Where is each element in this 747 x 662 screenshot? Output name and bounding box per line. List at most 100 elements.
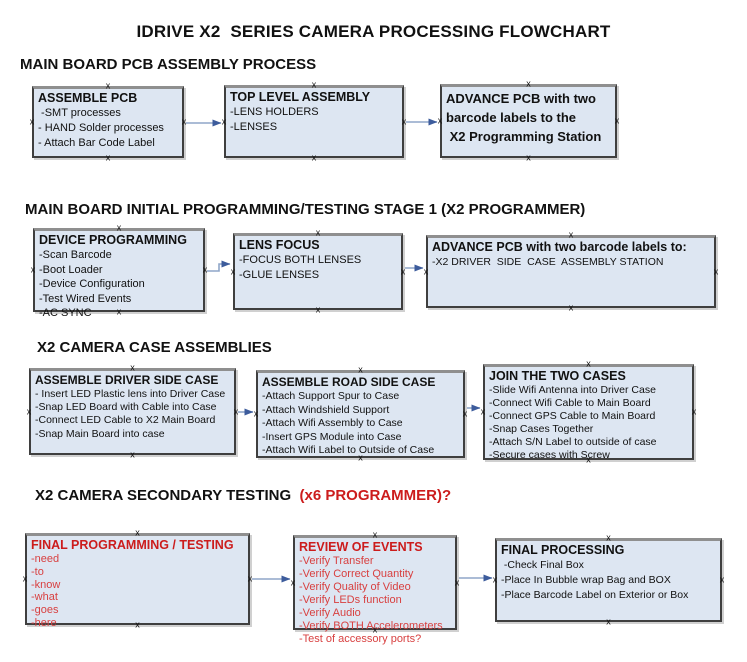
box-item: -Connect Wifi Cable to Main Board xyxy=(489,397,651,409)
connection-point-icon: x xyxy=(614,115,620,126)
connection-point-icon: x xyxy=(526,78,531,89)
connection-point-icon: x xyxy=(130,449,135,460)
box-item: -Device Configuration xyxy=(39,278,145,290)
connection-point-icon: x xyxy=(586,454,591,465)
box-title: ASSEMBLE PCB xyxy=(38,91,138,105)
connector-arrow xyxy=(207,260,231,272)
connection-point-icon: x xyxy=(105,80,111,91)
connection-point-icon: x xyxy=(247,573,253,584)
connection-point-icon: x xyxy=(606,616,611,627)
process-box-advance-pcb-with-two-barcode-labels-to: ADVANCE PCB with two barcode labels to: -… xyxy=(426,235,716,308)
box-item: -here xyxy=(31,616,57,629)
connection-point-icon: x xyxy=(358,452,363,463)
process-box-assemble-road-side-case: ASSEMBLE ROAD SIDE CASE -Attach Support S… xyxy=(256,370,465,458)
box-item: -goes xyxy=(31,604,59,617)
connection-point-icon: x xyxy=(29,116,35,127)
connection-point-icon: x xyxy=(372,624,378,635)
box-item: - Insert LED Plastic lens into Driver Ca… xyxy=(35,388,226,400)
box-title: REVIEW OF EVENTS xyxy=(299,540,423,554)
box-item: -Slide Wifi Antenna into Driver Case xyxy=(489,384,656,396)
box-title: ADVANCE PCB with two barcode labels to: xyxy=(432,240,687,254)
connection-point-icon: x xyxy=(315,304,321,315)
box-item: -Check Final Box xyxy=(501,559,584,571)
box-item: -need xyxy=(31,553,60,565)
box-item: - Attach Bar Code Label xyxy=(38,137,155,149)
box-title: LENS FOCUS xyxy=(239,238,320,252)
connection-point-icon: x xyxy=(358,364,363,375)
box-item: -Snap LED Board with Cable into Case xyxy=(35,401,217,414)
box-item: -GLUE LENSES xyxy=(239,269,320,281)
process-box-review-of-events: REVIEW OF EVENTS -Verify Transfer -Verify … xyxy=(293,535,457,645)
connection-point-icon: x xyxy=(230,266,236,276)
connection-point-icon: x xyxy=(181,116,187,127)
process-box-assemble-pcb: ASSEMBLE PCB -SMT processes - HAND Solder… xyxy=(32,86,184,158)
box-item: -Attach Wifi Assembly to Case xyxy=(262,417,403,429)
section-heading-1: MAIN BOARD PCB ASSEMBLY PROCESS xyxy=(20,56,316,73)
connection-point-icon: x xyxy=(526,152,531,163)
connection-point-icon: x xyxy=(202,264,208,275)
box-item: -FOCUS BOTH LENSES xyxy=(239,254,362,266)
connection-point-icon: x xyxy=(372,529,378,540)
connection-point-icon: x xyxy=(492,574,498,585)
box-item: -Scan Barcode xyxy=(39,249,112,261)
connection-point-icon: x xyxy=(568,229,574,240)
box-item: -what xyxy=(31,591,58,604)
box-item: -Snap Main Board into case xyxy=(35,427,165,440)
connection-point-icon: x xyxy=(221,116,227,126)
box-item: -LENS HOLDERS xyxy=(230,106,319,118)
box-item: -Verify BOTH Accelerometers xyxy=(299,620,443,632)
box-item: -to xyxy=(31,565,44,578)
process-box-final-processing: FINAL PROCESSING -Check Final Box -Place … xyxy=(495,538,722,622)
process-box-advance-pcb-with-two: ADVANCE PCB with two barcode labels to t… xyxy=(440,84,617,158)
connection-point-icon: x xyxy=(691,406,697,417)
box-item: -AC SYNC xyxy=(39,307,92,319)
section-heading-text: X2 CAMERA SECONDARY TESTING xyxy=(35,487,296,504)
connection-point-icon: x xyxy=(437,115,443,126)
box-item: -Snap Cases Together xyxy=(489,423,594,435)
connection-point-icon: x xyxy=(586,358,591,369)
section-heading-4: X2 CAMERA SECONDARY TESTING (x6 PROGRAMM… xyxy=(35,487,451,504)
connection-point-icon: x xyxy=(311,79,317,90)
box-item: -X2 DRIVER SIDE CASE ASSEMBLY STATION xyxy=(432,256,664,268)
box-title: ASSEMBLE ROAD SIDE CASE xyxy=(262,375,436,389)
box-item: -Verify LEDs function xyxy=(299,594,402,606)
box-item: -Boot Loader xyxy=(39,263,103,276)
process-box-assemble-driver-side-case: ASSEMBLE DRIVER SIDE CASE - Insert LED Pl… xyxy=(29,368,236,455)
box-item: -Verify Quality of Video xyxy=(299,581,411,593)
box-title: DEVICE PROGRAMMING xyxy=(39,233,187,247)
connection-point-icon: x xyxy=(719,574,725,585)
connection-point-icon: x xyxy=(462,408,468,419)
box-item: -Verify Transfer xyxy=(299,555,374,567)
connection-point-icon: x xyxy=(315,227,321,238)
section-heading-text: MAIN BOARD PCB ASSEMBLY PROCESS xyxy=(20,56,317,73)
box-item: -SMT processes xyxy=(38,107,121,119)
connection-point-icon: x xyxy=(135,619,140,630)
section-heading-3: X2 CAMERA CASE ASSEMBLIES xyxy=(37,339,272,356)
connection-point-icon: x xyxy=(116,222,122,233)
box-item: - HAND Solder processes xyxy=(38,122,164,134)
box-item: -Attach Wifi Label to Outside of Case xyxy=(262,444,435,456)
section-heading-2: MAIN BOARD INITIAL PROGRAMMING/TESTING S… xyxy=(25,201,585,218)
connection-point-icon: x xyxy=(480,406,486,417)
box-title: JOIN THE TWO CASES xyxy=(489,369,626,383)
box-title: TOP LEVEL ASSEMBLY xyxy=(230,90,371,104)
box-item: -Attach Support Spur to Case xyxy=(262,390,400,402)
box-item: -Insert GPS Module into Case xyxy=(262,430,402,443)
box-item: -know xyxy=(31,578,61,591)
connection-point-icon: x xyxy=(116,306,122,317)
box-item: -Test Wired Events xyxy=(39,292,132,305)
connection-point-icon: x xyxy=(311,152,317,163)
process-box-device-programming: DEVICE PROGRAMMING -Scan Barcode -Boot Loa… xyxy=(33,228,205,319)
box-item: -Place In Bubble wrap Bag and BOX xyxy=(501,574,671,586)
box-item: -Attach S/N Label to outside of case xyxy=(489,436,657,448)
box-item: -Connect LED Cable to X2 Main Board xyxy=(35,414,216,427)
process-box-join-the-two-cases: JOIN THE TWO CASES -Slide Wifi Antenna in… xyxy=(483,364,694,461)
section-heading-text: X2 CAMERA CASE ASSEMBLIES xyxy=(37,339,272,356)
connection-point-icon: x xyxy=(105,152,111,163)
box-title: FINAL PROCESSING xyxy=(501,543,625,557)
box-title: ADVANCE PCB with two barcode labels to t… xyxy=(446,91,602,144)
box-title: FINAL PROGRAMMING / TESTING xyxy=(31,538,234,552)
box-item: -Secure cases with Screw xyxy=(489,449,610,461)
box-title: ASSEMBLE DRIVER SIDE CASE xyxy=(35,373,219,387)
